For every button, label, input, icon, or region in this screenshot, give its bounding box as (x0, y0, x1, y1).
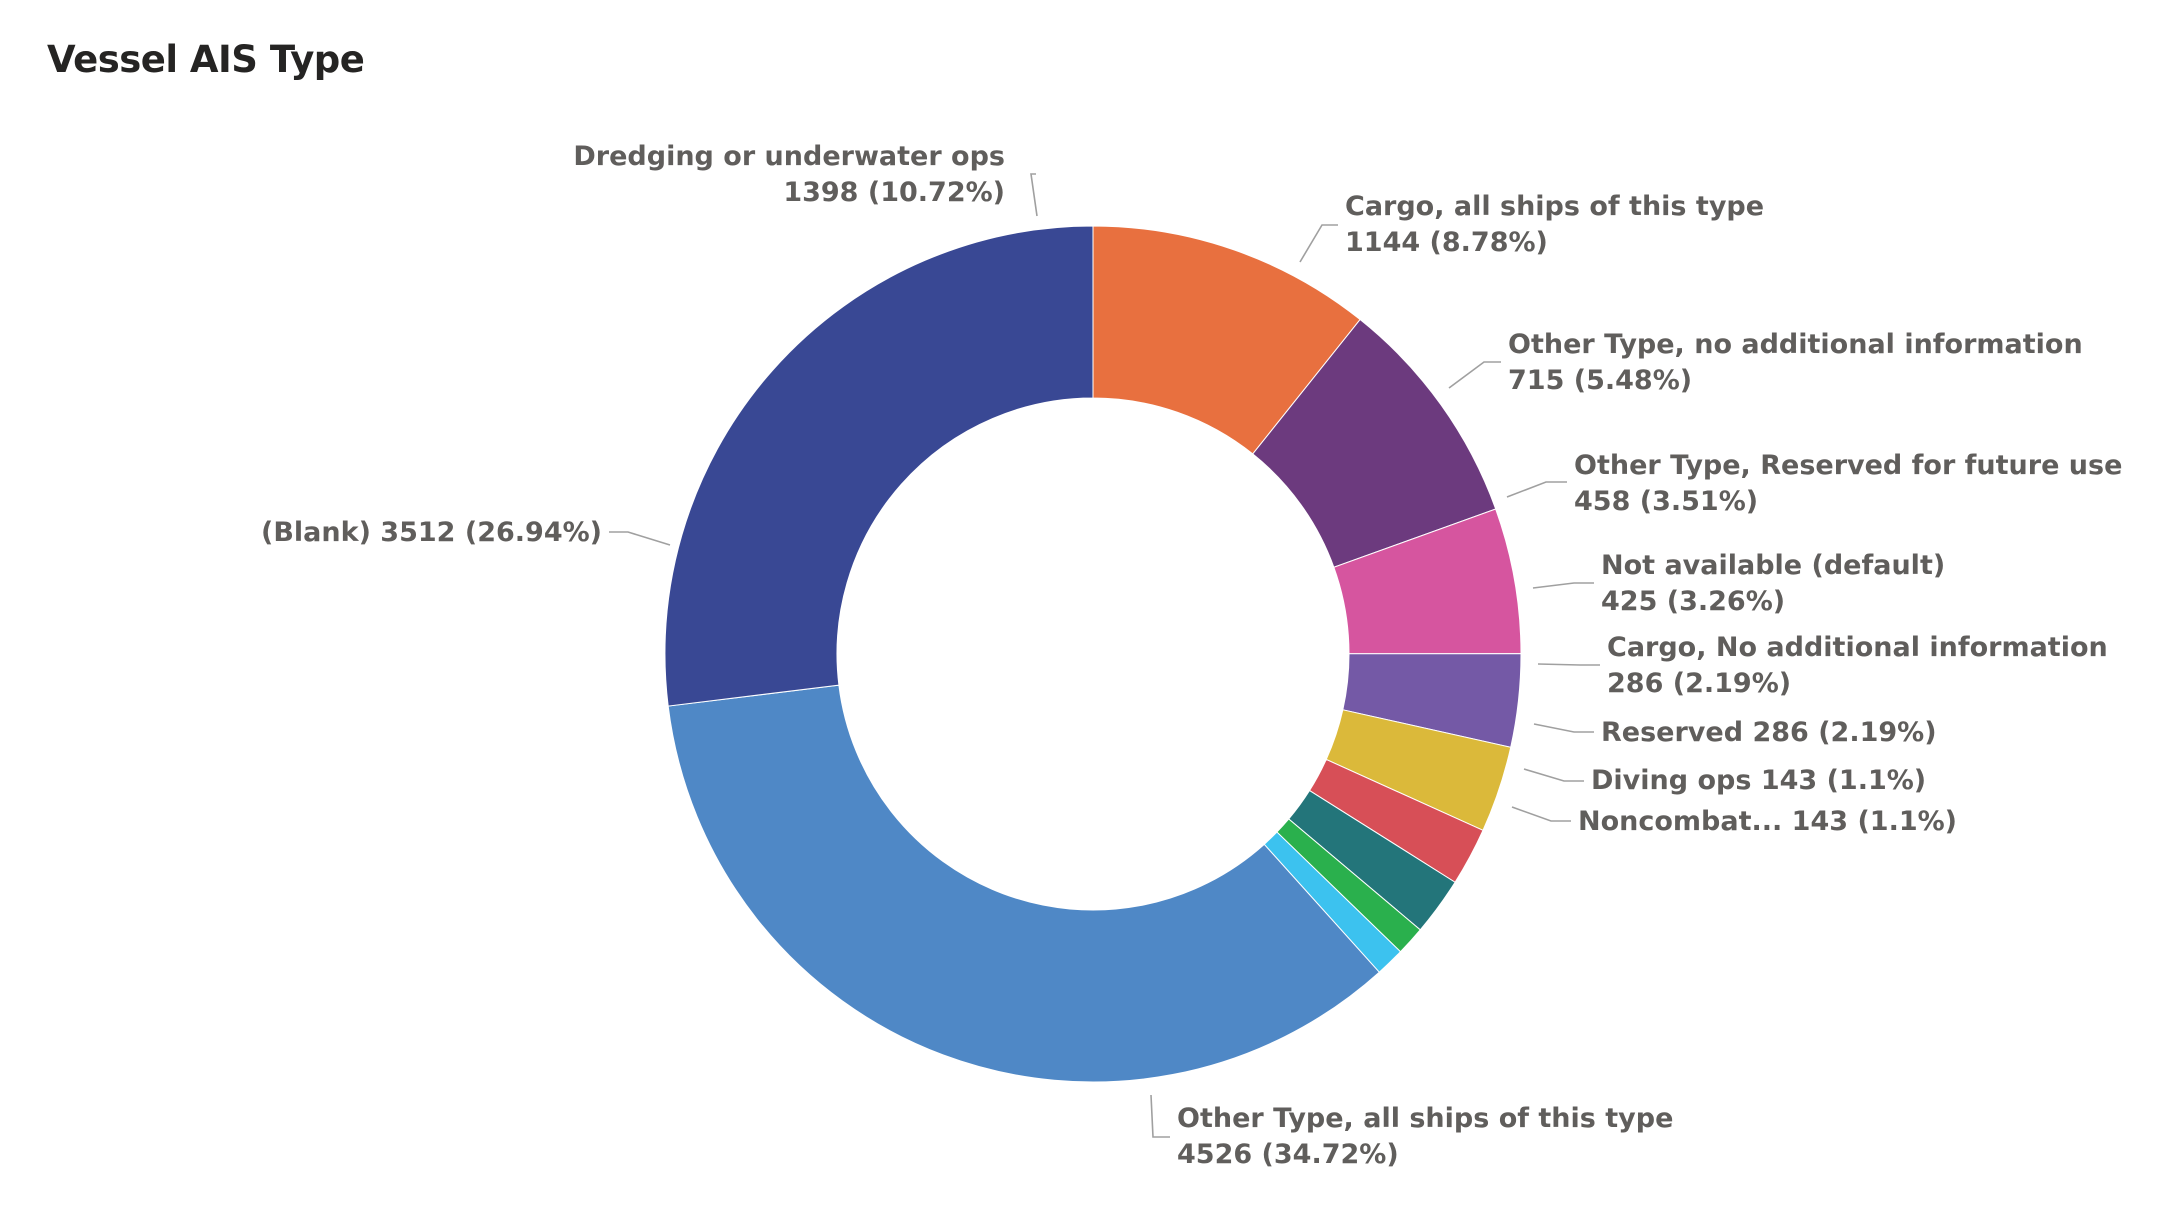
leader-line-blank (609, 531, 671, 546)
data-label-reserved: Reserved 286 (2.19%) (1601, 717, 1937, 748)
leader-line-other-type-reserved-for-future-use (1506, 481, 1567, 498)
data-label-text: (Blank) 3512 (26.94%) (261, 517, 602, 548)
data-label-other-type-all-ships-of-this-type: Other Type, all ships of this type 4526 (… (1177, 1103, 1673, 1170)
data-label-value: 4526 (34.72%) (1177, 1139, 1399, 1170)
data-label-noncombat: Noncombat... 143 (1.1%) (1578, 806, 1957, 837)
data-label-cargo-all-ships-of-this-type: Cargo, all ships of this type 1144 (8.78%… (1345, 191, 1764, 258)
data-label-text: Reserved 286 (2.19%) (1601, 717, 1937, 748)
slice-other-type-all-ships-of-this-type[interactable] (667, 684, 1380, 1083)
data-label-text: Noncombat... 143 (1.1%) (1578, 806, 1957, 837)
leader-line-reserved (1533, 723, 1594, 733)
data-label-value: 425 (3.26%) (1601, 586, 1785, 617)
leader-line-noncombat (1511, 806, 1571, 822)
leader-line-not-available-default (1532, 582, 1594, 589)
data-label-blank: (Blank) 3512 (26.94%) (261, 517, 602, 548)
leader-line-diving-ops (1523, 768, 1584, 782)
data-label-value: 458 (3.51%) (1574, 486, 1758, 517)
data-label-name: Not available (default) (1601, 550, 1945, 581)
data-label-value: 1144 (8.78%) (1345, 227, 1548, 258)
data-label-dredging-or-underwater-ops: Dredging or underwater ops 1398 (10.72%) (573, 141, 1005, 208)
leader-line-other-type-all-ships-of-this-type (1150, 1094, 1170, 1138)
data-label-name: Other Type, no additional information (1508, 329, 2083, 360)
leader-line-other-type-no-additional-information (1448, 361, 1501, 389)
data-label-name: Other Type, Reserved for future use (1574, 450, 2122, 481)
data-label-not-available-default: Not available (default) 425 (3.26%) (1601, 550, 1945, 617)
chart-title: Vessel AIS Type (47, 38, 365, 81)
data-label-value: 286 (2.19%) (1607, 668, 1791, 699)
leader-line-dredging-or-underwater-ops (1030, 173, 1038, 217)
data-label-name: Cargo, all ships of this type (1345, 191, 1764, 222)
leader-line-cargo-all-ships-of-this-type (1299, 224, 1338, 263)
slice-blank[interactable] (664, 225, 1094, 707)
data-label-name: Dredging or underwater ops (573, 141, 1005, 172)
data-label-name: Cargo, No additional information (1607, 632, 2108, 663)
leader-line-cargo-no-additional-information (1537, 663, 1600, 666)
data-label-text: Diving ops 143 (1.1%) (1591, 765, 1926, 796)
data-label-other-type-reserved-for-future-use: Other Type, Reserved for future use 458 (… (1574, 450, 2122, 517)
data-label-name: Other Type, all ships of this type (1177, 1103, 1673, 1134)
data-label-cargo-no-additional-information: Cargo, No additional information 286 (2.1… (1607, 632, 2108, 699)
data-label-other-type-no-additional-information: Other Type, no additional information 715… (1508, 329, 2083, 396)
data-label-value: 1398 (10.72%) (783, 177, 1005, 208)
data-label-value: 715 (5.48%) (1508, 365, 1692, 396)
data-label-diving-ops: Diving ops 143 (1.1%) (1591, 765, 1926, 796)
